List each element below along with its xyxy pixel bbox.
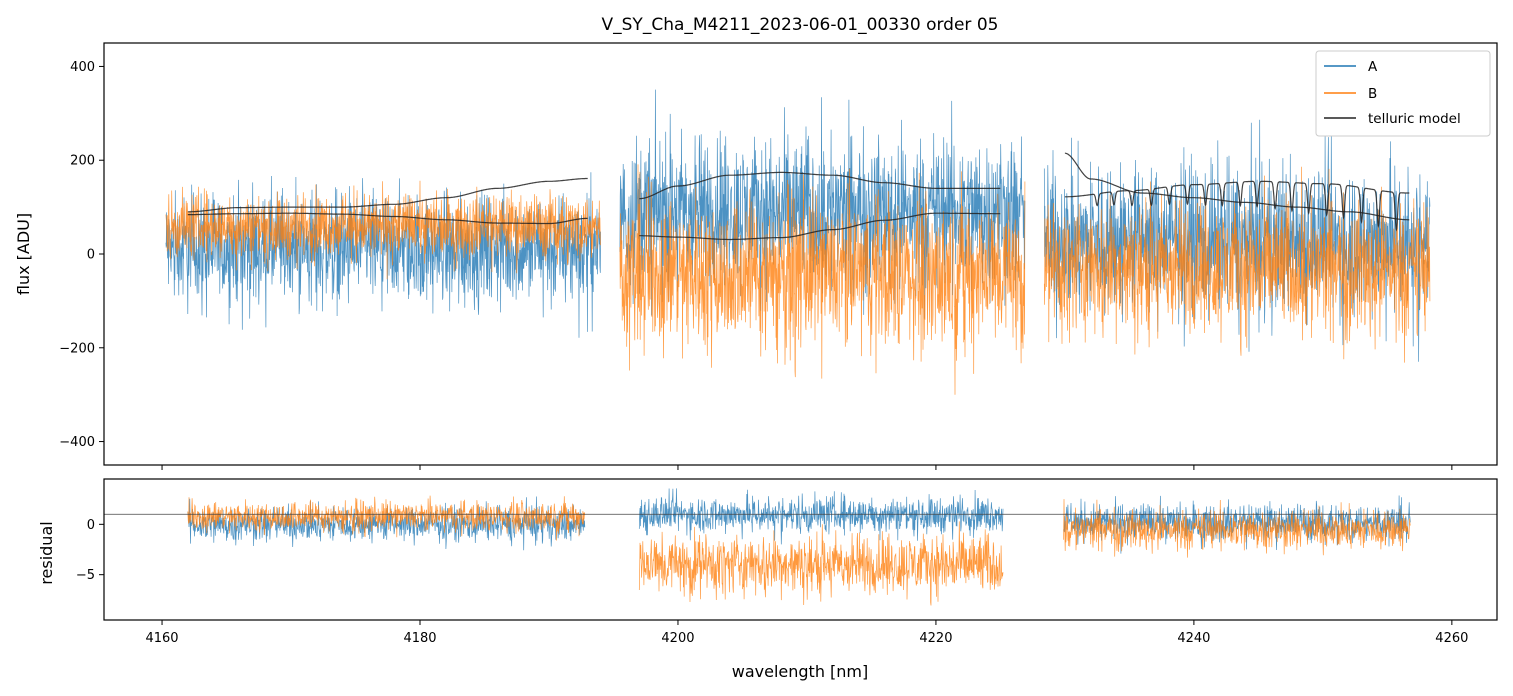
legend-box — [1315, 50, 1491, 137]
legend-label-telluric: telluric model — [1368, 111, 1461, 127]
legend-label-a: A — [1368, 59, 1378, 75]
x-tick-label: 4240 — [1177, 631, 1210, 646]
telluric-model-curve-1 — [187, 177, 588, 213]
x-tick-label: 4200 — [661, 631, 694, 646]
x-tick-label: 4160 — [145, 631, 178, 646]
residual-y-tick-label: 0 — [87, 518, 95, 533]
top-y-ticks: −400 −200 0 200 400 — [59, 60, 104, 450]
telluric-model-curve-6 — [1064, 180, 1410, 232]
top-y-tick-label: 400 — [70, 60, 95, 75]
legend: A B telluric model — [1315, 50, 1491, 137]
top-y-tick-label: 200 — [70, 154, 95, 169]
residual-axes-frame — [103, 478, 1498, 621]
x-axis-label: wavelength [nm] — [732, 662, 869, 681]
top-y-tick-label: −200 — [59, 341, 95, 356]
residual-y-ticks: −5 0 — [76, 518, 104, 583]
residual-x-ticks: 4160 4180 4200 4220 4240 4260 — [145, 620, 1468, 646]
top-y-tick-label: −400 — [59, 435, 95, 450]
x-tick-label: 4220 — [919, 631, 952, 646]
spectrum-b-segment-3 — [1043, 166, 1431, 363]
spectrum-a-segment-1 — [165, 172, 601, 338]
spectrum-b-segment-1 — [165, 180, 601, 280]
telluric-model-curve-3 — [639, 171, 1001, 200]
top-y-axis-label: flux [ADU] — [14, 213, 33, 295]
telluric-model-curve-5 — [1064, 152, 1410, 221]
residual-y-tick-label: −5 — [76, 568, 95, 583]
telluric-model-curve-2 — [187, 212, 588, 225]
residual-b-segment-1 — [187, 495, 586, 541]
top-x-ticks — [161, 465, 1453, 470]
top-plot-area — [165, 89, 1431, 395]
telluric-model-curve-4 — [639, 212, 1001, 241]
top-y-tick-label: 0 — [87, 248, 95, 263]
chart-title: V_SY_Cha_M4211_2023-06-01_00330 order 05 — [602, 15, 999, 35]
residual-b-segment-3 — [1063, 499, 1411, 558]
residual-a-segment-2 — [638, 488, 1004, 545]
x-tick-label: 4180 — [403, 631, 436, 646]
residual-plot-area — [104, 488, 1497, 606]
x-tick-label: 4260 — [1435, 631, 1468, 646]
residual-y-axis-label: residual — [37, 521, 56, 584]
spectrum-b-segment-2 — [619, 164, 1026, 395]
legend-label-b: B — [1368, 86, 1377, 102]
residual-b-segment-2 — [638, 521, 1004, 606]
